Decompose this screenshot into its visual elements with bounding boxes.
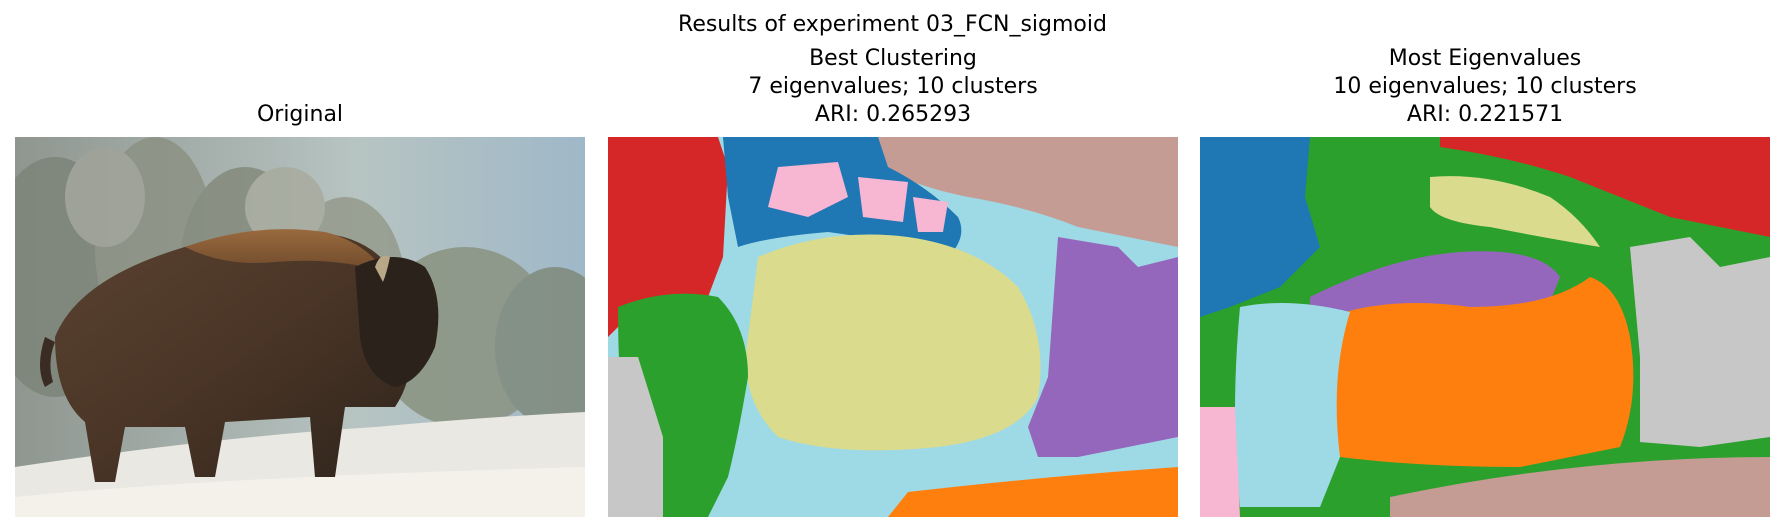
most-eigenvalues-map xyxy=(1200,137,1770,517)
segment-gray xyxy=(1630,237,1770,447)
original-image xyxy=(15,137,585,517)
title-line: Best Clustering xyxy=(809,46,977,71)
title-line: ARI: 0.265293 xyxy=(814,102,972,127)
title-line: 10 eigenvalues; 10 clusters xyxy=(1333,74,1637,99)
segment-red xyxy=(608,137,728,337)
segment-brown xyxy=(878,137,1178,247)
title-line: Original xyxy=(256,102,344,127)
panel-title-best-clustering: Best Clustering 7 eigenvalues; 10 cluste… xyxy=(608,45,1178,129)
segment-pink xyxy=(768,162,948,232)
segment-red xyxy=(1440,137,1770,237)
title-line: ARI: 0.221571 xyxy=(1406,102,1564,127)
bison xyxy=(40,229,439,482)
panel-title-original: Original xyxy=(15,101,585,129)
best-clustering-map xyxy=(608,137,1178,517)
panel-title-most-eigenvalues: Most Eigenvalues 10 eigenvalues; 10 clus… xyxy=(1200,45,1770,129)
segment-gray xyxy=(608,357,663,517)
segment-olive xyxy=(746,234,1041,451)
title-line: 7 eigenvalues; 10 clusters xyxy=(748,74,1038,99)
segment-orange xyxy=(1331,277,1634,467)
segment-orange xyxy=(888,467,1178,517)
segment-cyan xyxy=(1235,303,1350,507)
title-line: Most Eigenvalues xyxy=(1388,46,1582,71)
segment-pink xyxy=(1200,407,1240,517)
segment-olive xyxy=(1430,176,1600,247)
segment-blue xyxy=(1200,137,1320,317)
figure-suptitle: Results of experiment 03_FCN_sigmoid xyxy=(678,12,1107,37)
segment-brown xyxy=(1390,457,1770,517)
segment-purple xyxy=(1028,237,1178,457)
